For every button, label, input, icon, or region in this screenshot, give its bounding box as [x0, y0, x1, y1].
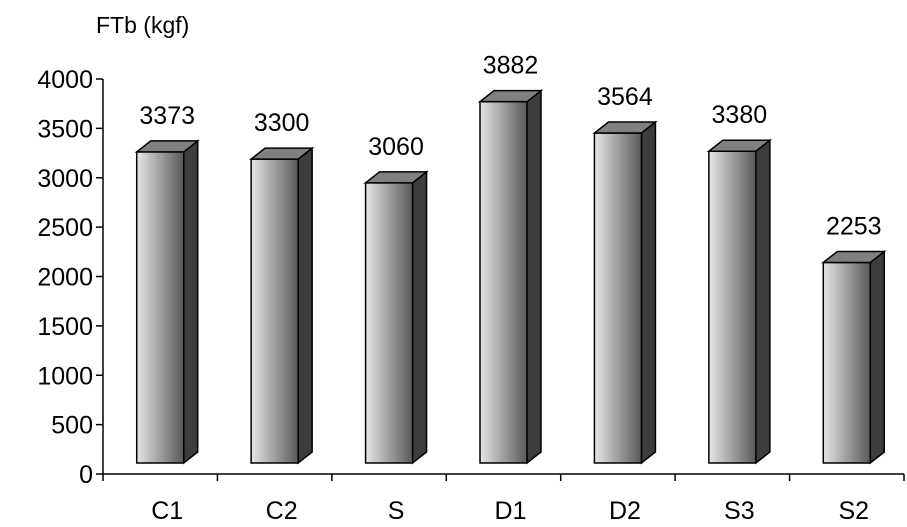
- bar-value-label: 2253: [826, 213, 882, 241]
- bar: 3060: [363, 133, 429, 465]
- y-axis-label: FTb (kgf): [96, 12, 189, 38]
- y-tick-label: 2500: [37, 214, 93, 242]
- bar-side-face: [869, 249, 886, 465]
- x-tick-label: C1: [151, 497, 183, 525]
- bar-front-face: [479, 100, 528, 464]
- bar-side-face: [297, 146, 313, 465]
- x-tick-label: S: [388, 497, 405, 525]
- bar-side-face: [411, 170, 428, 465]
- bar: 2253: [821, 213, 887, 465]
- bar-value-label: 3060: [368, 133, 424, 161]
- y-axis: 0 500 1000 1500 2000 2500 3000 3500 4000: [37, 66, 104, 489]
- y-tick-label: 1500: [37, 313, 93, 341]
- bar-front-face: [593, 132, 643, 464]
- bar: 3373: [134, 102, 200, 465]
- bar-front-face: [822, 261, 872, 464]
- bar-front-face: [364, 182, 414, 464]
- bar-value-label: 3373: [139, 102, 195, 130]
- y-tick-label: 500: [51, 412, 93, 440]
- bar-top-face: [821, 250, 887, 264]
- bar-value-label: 3564: [597, 83, 653, 111]
- x-tick-label: D2: [609, 497, 641, 525]
- bar-top-face: [592, 121, 658, 134]
- y-tick-label: 3000: [37, 165, 93, 193]
- bar: 3380: [706, 101, 773, 465]
- y-tick-label: 3500: [37, 115, 93, 143]
- bar-top-face: [706, 139, 773, 152]
- bar-front-face: [250, 158, 299, 464]
- bar-side-face: [640, 120, 657, 465]
- bar-top-face: [363, 171, 429, 184]
- y-tick-label: 4000: [37, 66, 93, 94]
- bar-side-face: [755, 138, 771, 465]
- bar-side-face: [526, 89, 542, 465]
- bar: 3300: [248, 109, 315, 465]
- bar: 3882: [477, 52, 544, 465]
- bar-value-label: 3300: [254, 109, 310, 137]
- bar-value-label: 3380: [712, 101, 768, 129]
- x-tick-label: S3: [724, 497, 755, 525]
- bar-side-face: [182, 139, 199, 465]
- bar-top-face: [477, 89, 544, 103]
- x-tick-label: S2: [838, 497, 869, 525]
- bar: 3564: [592, 83, 658, 465]
- y-tick-label: 1000: [37, 362, 93, 390]
- x-tick-label: C2: [266, 497, 298, 525]
- x-tick-label: D1: [495, 497, 527, 525]
- bar-front-face: [708, 150, 757, 464]
- y-tick-label: 2000: [37, 264, 93, 292]
- x-axis: C1 C2 S D1 D2 S3 S2: [102, 473, 905, 525]
- bar-front-face: [135, 151, 185, 464]
- bars: 3373 3300 3060 3882 3564 3380 2253: [134, 52, 887, 465]
- bar-value-label: 3882: [483, 52, 539, 80]
- y-tick-label: 0: [79, 461, 93, 489]
- bar-top-face: [134, 140, 200, 153]
- bar-top-face: [248, 147, 315, 160]
